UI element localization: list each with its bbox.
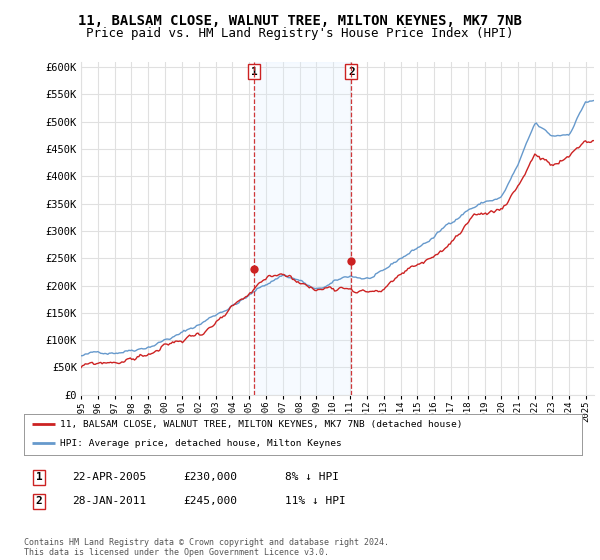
Text: 2: 2 <box>35 496 43 506</box>
Text: 1: 1 <box>35 472 43 482</box>
Text: 28-JAN-2011: 28-JAN-2011 <box>72 496 146 506</box>
Text: £230,000: £230,000 <box>183 472 237 482</box>
Text: 2: 2 <box>348 67 355 77</box>
Text: £245,000: £245,000 <box>183 496 237 506</box>
Text: Contains HM Land Registry data © Crown copyright and database right 2024.
This d: Contains HM Land Registry data © Crown c… <box>24 538 389 557</box>
Text: 1: 1 <box>251 67 257 77</box>
Text: 11, BALSAM CLOSE, WALNUT TREE, MILTON KEYNES, MK7 7NB: 11, BALSAM CLOSE, WALNUT TREE, MILTON KE… <box>78 14 522 28</box>
Bar <box>254 62 351 395</box>
Text: 8% ↓ HPI: 8% ↓ HPI <box>285 472 339 482</box>
Text: HPI: Average price, detached house, Milton Keynes: HPI: Average price, detached house, Milt… <box>60 439 342 448</box>
Text: 11, BALSAM CLOSE, WALNUT TREE, MILTON KEYNES, MK7 7NB (detached house): 11, BALSAM CLOSE, WALNUT TREE, MILTON KE… <box>60 420 463 429</box>
Text: Price paid vs. HM Land Registry's House Price Index (HPI): Price paid vs. HM Land Registry's House … <box>86 27 514 40</box>
Text: 11% ↓ HPI: 11% ↓ HPI <box>285 496 346 506</box>
Text: 22-APR-2005: 22-APR-2005 <box>72 472 146 482</box>
